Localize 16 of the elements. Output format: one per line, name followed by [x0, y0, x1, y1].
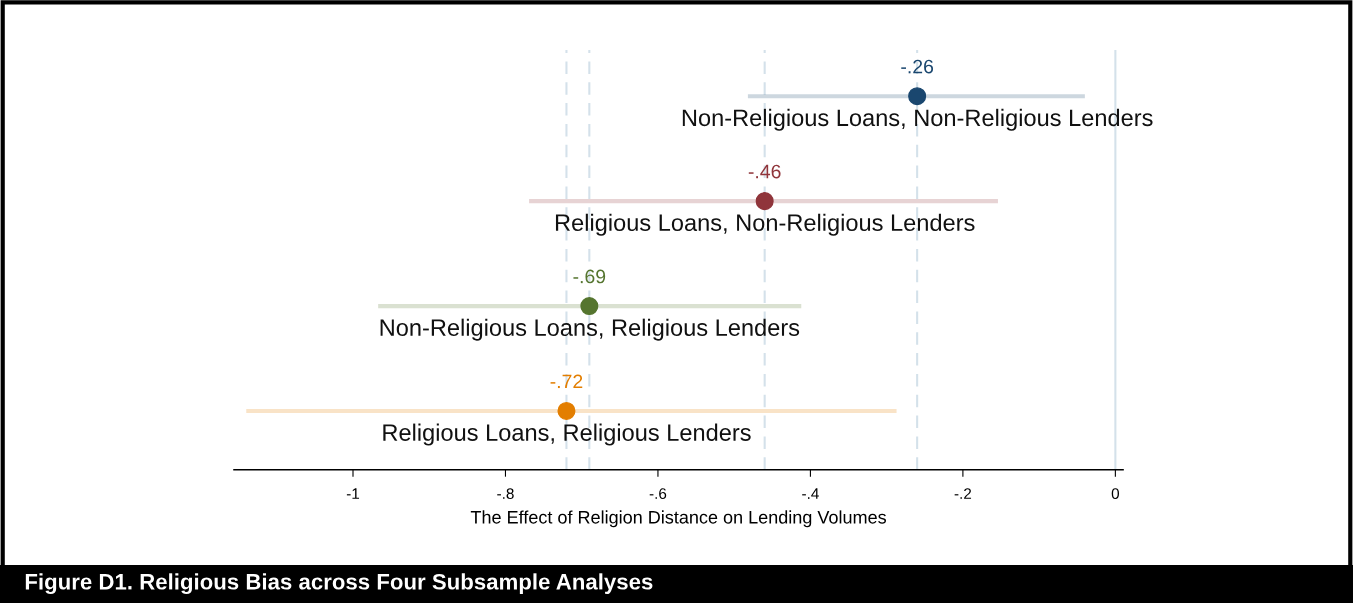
data-label: -.72: [550, 374, 583, 389]
x-axis-title: The Effect of Religion Distance on Lending Volumes: [470, 510, 886, 528]
data-label: -.46: [748, 164, 781, 179]
x-tick-label: 0: [1111, 488, 1120, 500]
data-label: -.26: [901, 59, 934, 74]
y-tick-label: Non-Religious Loans, Religious Lenders: [380, 318, 800, 341]
y-tick-label: Religious Loans, Religious Lenders: [383, 423, 751, 446]
x-tick-label: -.4: [802, 488, 819, 499]
data-label: -.69: [573, 269, 606, 284]
x-tick-label: -1: [346, 488, 360, 499]
x-tick-label: -.2: [954, 488, 972, 499]
x-tick-label: -.8: [497, 488, 514, 500]
y-tick-label: Non-Religious Loans, Non-Religious Lenders: [682, 108, 1153, 131]
y-tick-label: Religious Loans, Non-Religious Lenders: [555, 213, 975, 236]
text: Figure D1. Religious Bias across Four Subsample Analyses: [25, 573, 653, 595]
x-tick-label: -.6: [649, 488, 667, 500]
